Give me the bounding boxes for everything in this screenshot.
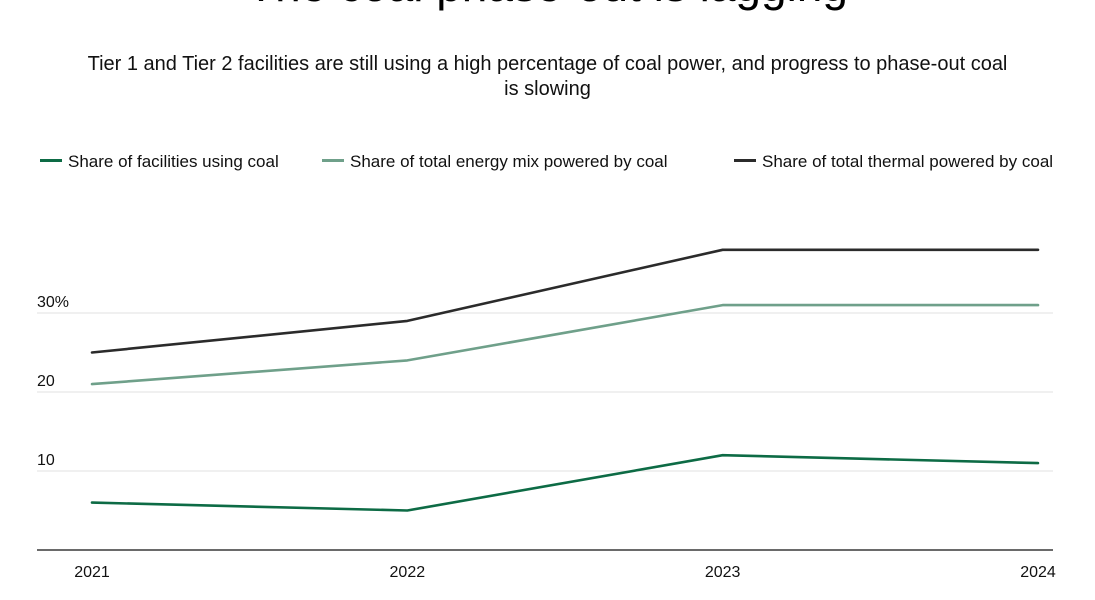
chart-subtitle: Tier 1 and Tier 2 facilities are still u…	[87, 53, 1008, 100]
y-tick-label: 20	[37, 373, 55, 390]
legend-swatch-thermal	[734, 159, 756, 163]
legend-item-energy-mix: Share of total energy mix powered by coa…	[322, 149, 668, 175]
legend-swatch-facilities	[40, 159, 62, 163]
y-tick-label: 10	[37, 452, 55, 469]
legend-swatch-energy-mix	[322, 159, 344, 163]
series-line-2	[90, 248, 1040, 354]
series-line-0	[90, 453, 1040, 512]
y-axis-labels: 10 20 30%	[37, 294, 69, 469]
legend-label-facilities: Share of facilities using coal	[68, 152, 279, 171]
series-lines	[90, 248, 1040, 512]
x-tick-label-2024: 2024	[1020, 564, 1056, 581]
x-axis-labels: 2021 2022 2023 2024	[74, 564, 1056, 581]
gridlines	[37, 312, 1053, 472]
chart-title: The coal phase-out is lagging	[0, 0, 1095, 12]
x-tick-label-2023: 2023	[705, 564, 741, 581]
legend-item-thermal: Share of total thermal powered by coal	[734, 149, 1064, 175]
legend-label-thermal: Share of total thermal powered by coal	[762, 152, 1054, 171]
x-tick-label-2022: 2022	[390, 564, 426, 581]
y-tick-label: 30%	[37, 294, 69, 311]
series-line-1	[90, 303, 1040, 386]
x-tick-label-2021: 2021	[74, 564, 110, 581]
legend-item-facilities: Share of facilities using coal	[40, 149, 279, 175]
legend-label-energy-mix: Share of total energy mix powered by coa…	[350, 152, 668, 171]
